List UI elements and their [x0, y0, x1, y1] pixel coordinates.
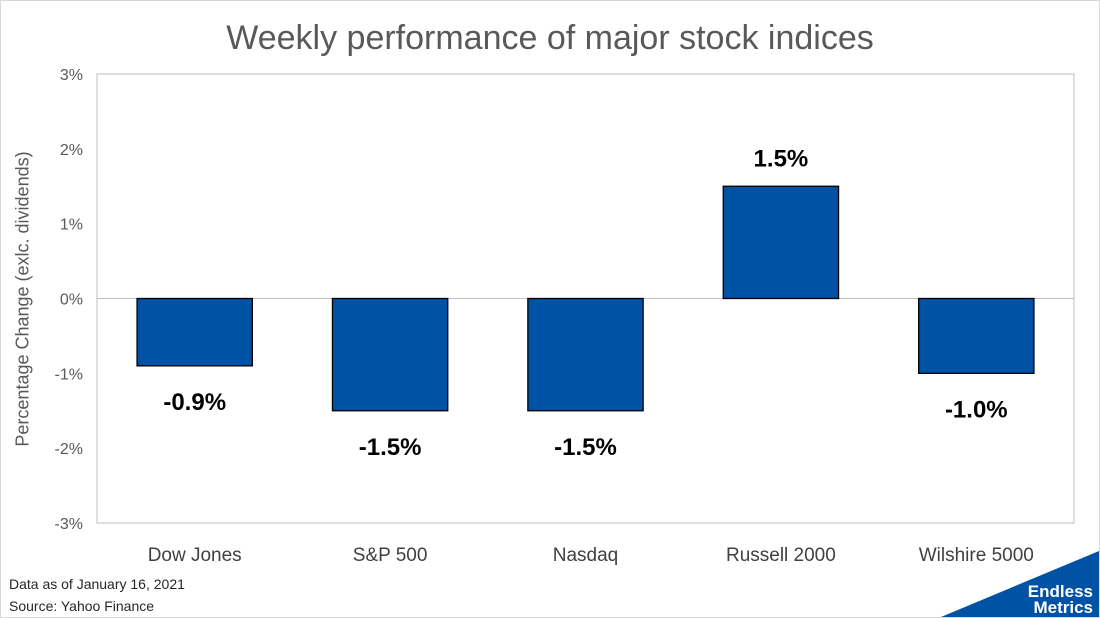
data-label: -1.5% [554, 434, 617, 461]
bar [722, 185, 840, 300]
x-tick-label: Russell 2000 [726, 545, 836, 566]
data-label: 1.5% [754, 145, 809, 172]
y-tick-label: 1% [60, 217, 83, 234]
x-tick-label: S&P 500 [353, 545, 428, 566]
logo-line1: Endless [1027, 582, 1093, 601]
y-tick-label: -2% [55, 441, 83, 458]
plot-area: 3% 2% 1% 0% -1% -2% -3% -0.9% Dow Jones -1.5% S&P … [55, 67, 1075, 566]
x-tick-label: Dow Jones [148, 545, 242, 566]
data-label: -1.0% [945, 396, 1008, 423]
bar [918, 297, 1035, 374]
y-tick-label: 3% [60, 67, 83, 84]
source-footnote: Source: Yahoo Finance [9, 598, 155, 614]
date-footnote: Data as of January 16, 2021 [9, 576, 185, 592]
logo-line2: Metrics [1033, 598, 1093, 617]
bar [136, 297, 253, 367]
y-tick-label: -1% [55, 366, 83, 383]
data-label: -1.5% [359, 434, 422, 461]
chart-title: Weekly performance of major stock indice… [226, 19, 874, 57]
y-tick-label: 2% [60, 142, 83, 159]
y-tick-label: -3% [55, 516, 83, 533]
bar [527, 297, 644, 412]
bar [331, 297, 449, 412]
x-tick-label: Nasdaq [553, 545, 619, 566]
x-tick-label: Wilshire 5000 [919, 545, 1034, 566]
y-tick-label: 0% [60, 292, 83, 309]
data-label: -0.9% [163, 389, 226, 416]
